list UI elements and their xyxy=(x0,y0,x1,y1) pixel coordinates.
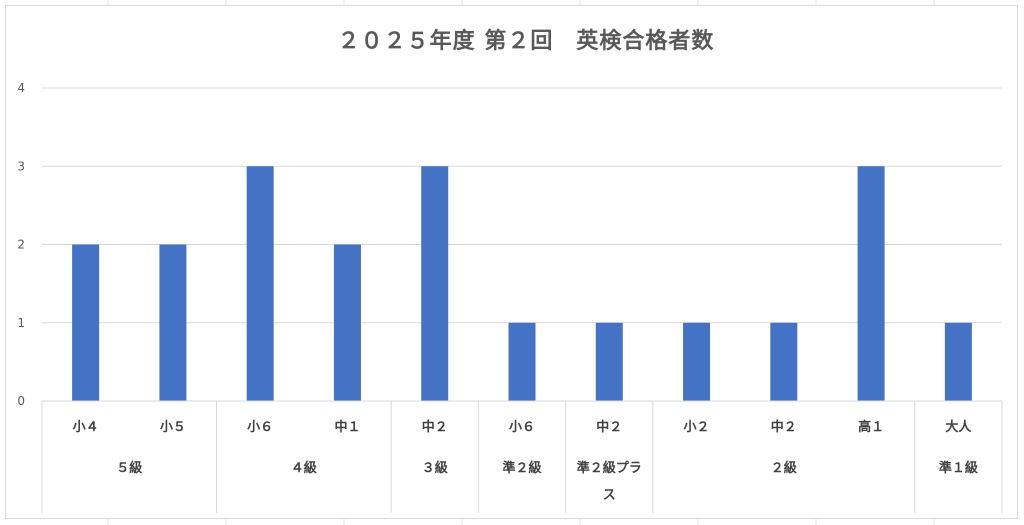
category-label: 大人 xyxy=(945,419,972,435)
category-label: 高１ xyxy=(858,419,884,435)
category-label: 中２ xyxy=(422,419,448,435)
category-label: 小６ xyxy=(247,420,273,435)
category-label: 中２ xyxy=(771,419,797,435)
bar xyxy=(159,244,187,401)
category-label: 小４ xyxy=(73,420,99,435)
bar xyxy=(421,166,449,401)
chart-title: ２０２５年度 第２回 英検合格者数 xyxy=(338,28,715,54)
group-label: ４級 xyxy=(291,460,317,476)
bar xyxy=(595,322,623,401)
bars xyxy=(72,166,972,401)
bar-chart: ２０２５年度 第２回 英検合格者数 0 1 2 3 4 小４ 小５ 小６ 中１ 中２ 小６ 中２ 小２… xyxy=(17,28,1003,513)
group-label: ３級 xyxy=(422,460,448,476)
y-tick-label: 1 xyxy=(17,316,25,330)
chart-area[interactable]: ２０２５年度 第２回 英検合格者数 0 1 2 3 4 小４ 小５ 小６ 中１ 中２ 小６ 中２ 小２… xyxy=(5,5,1018,519)
group-label: ス xyxy=(603,488,616,503)
category-label: 小６ xyxy=(509,420,535,435)
group-label: 準１級 xyxy=(939,460,978,476)
group-label: ５級 xyxy=(116,460,142,476)
y-tick-label: 3 xyxy=(17,159,25,173)
bar xyxy=(857,166,885,401)
category-label: 中２ xyxy=(596,419,622,435)
y-tick-label: 2 xyxy=(17,238,25,252)
bar xyxy=(246,166,274,401)
group-label: ２級 xyxy=(771,460,797,476)
category-label: 小５ xyxy=(160,420,186,435)
category-label: 中１ xyxy=(334,419,360,435)
group-label: 準２級プラ xyxy=(577,460,642,476)
y-axis-ticks: 0 1 2 3 4 xyxy=(17,81,25,408)
y-tick-label: 0 xyxy=(17,394,25,408)
category-label: 小２ xyxy=(684,420,710,435)
bar xyxy=(508,322,536,401)
y-tick-label: 4 xyxy=(17,81,25,95)
bar xyxy=(333,244,361,401)
bar xyxy=(770,322,798,401)
bar xyxy=(944,322,972,401)
bar xyxy=(72,244,100,401)
bar xyxy=(683,322,711,401)
group-label: 準２級 xyxy=(502,460,541,476)
